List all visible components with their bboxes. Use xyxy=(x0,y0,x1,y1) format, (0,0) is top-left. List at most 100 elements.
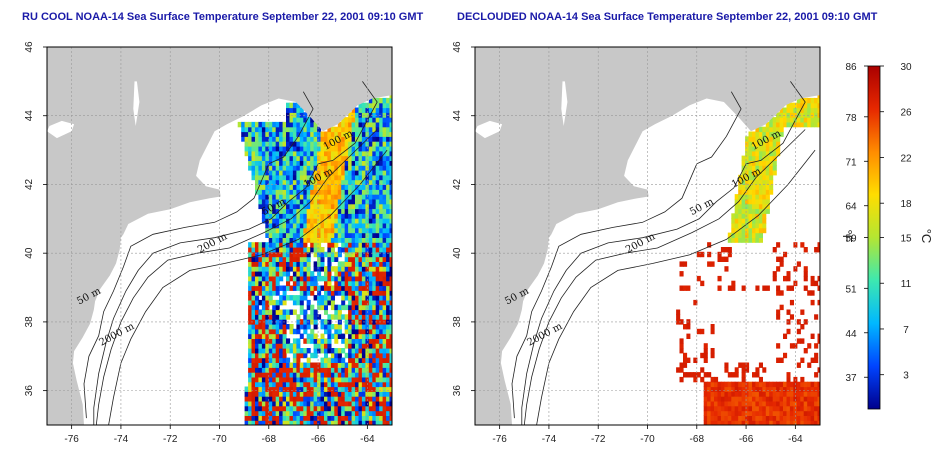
sst-pixel xyxy=(727,285,732,291)
sst-pixel xyxy=(272,174,277,181)
sst-pixel xyxy=(286,285,291,291)
sst-pixel xyxy=(810,333,815,339)
sst-pixel xyxy=(389,333,392,339)
sst-pixel xyxy=(361,386,366,392)
sst-pixel xyxy=(306,165,311,171)
sst-pixel xyxy=(265,333,270,339)
sst-pixel xyxy=(261,285,266,291)
sst-pixel xyxy=(800,410,805,416)
sst-pixel xyxy=(251,174,256,181)
sst-pixel xyxy=(279,160,284,166)
sst-pixel xyxy=(265,314,270,320)
sst-pixel xyxy=(334,367,339,373)
sst-pixel xyxy=(286,121,291,128)
sst-pixel xyxy=(372,213,377,219)
sst-pixel xyxy=(344,400,349,407)
sst-pixel xyxy=(372,400,377,407)
sst-pixel xyxy=(261,251,266,258)
sst-pixel xyxy=(769,121,774,128)
sst-pixel xyxy=(251,314,256,320)
sst-pixel xyxy=(337,376,342,383)
sst-pixel xyxy=(310,165,315,171)
sst-pixel xyxy=(324,420,328,425)
sst-pixel xyxy=(282,328,287,335)
sst-pixel xyxy=(683,362,688,368)
sst-pixel xyxy=(361,194,366,200)
sst-pixel xyxy=(707,391,712,397)
sst-pixel xyxy=(368,232,373,238)
sst-pixel xyxy=(310,184,315,190)
fahrenheit-tick-label: 37 xyxy=(845,373,857,384)
sst-pixel xyxy=(296,126,301,133)
sst-pixel xyxy=(375,362,380,368)
sst-pixel xyxy=(707,400,712,407)
sst-pixel xyxy=(327,256,332,262)
sst-pixel xyxy=(734,372,739,378)
sst-pixel xyxy=(317,179,322,185)
sst-pixel xyxy=(310,218,315,224)
sst-pixel xyxy=(313,179,318,185)
sst-pixel xyxy=(289,208,294,214)
sst-pixel xyxy=(375,324,380,330)
sst-pixel xyxy=(306,381,311,388)
sst-pixel xyxy=(365,314,370,320)
sst-pixel xyxy=(758,194,763,200)
sst-pixel xyxy=(741,372,746,378)
sst-pixel xyxy=(386,261,391,267)
sst-pixel xyxy=(368,271,373,277)
sst-pixel xyxy=(389,400,392,407)
sst-pixel xyxy=(375,203,380,210)
sst-pixel xyxy=(344,415,349,421)
sst-pixel xyxy=(261,121,266,128)
sst-pixel xyxy=(355,198,360,205)
sst-pixel xyxy=(372,155,377,161)
sst-pixel xyxy=(752,372,757,378)
sst-pixel xyxy=(330,174,335,181)
sst-pixel xyxy=(762,405,767,412)
sst-pixel xyxy=(786,275,791,282)
sst-pixel xyxy=(348,285,353,291)
sst-pixel xyxy=(279,150,284,157)
sst-pixel xyxy=(286,184,291,190)
sst-pixel xyxy=(255,150,260,157)
sst-pixel xyxy=(310,155,315,161)
sst-pixel xyxy=(358,117,363,123)
sst-pixel xyxy=(344,160,349,166)
sst-pixel xyxy=(279,400,284,407)
sst-pixel xyxy=(289,102,294,109)
sst-pixel xyxy=(745,170,750,176)
sst-pixel xyxy=(758,405,763,412)
sst-pixel xyxy=(375,232,380,238)
sst-pixel xyxy=(313,184,318,190)
sst-pixel xyxy=(330,400,335,407)
sst-pixel xyxy=(375,319,380,325)
sst-pixel xyxy=(310,146,315,152)
sst-pixel xyxy=(310,304,315,311)
sst-pixel xyxy=(351,290,356,296)
sst-pixel xyxy=(282,141,287,147)
sst-pixel xyxy=(334,271,339,277)
sst-pixel xyxy=(814,400,819,407)
sst-pixel xyxy=(348,357,353,363)
sst-pixel xyxy=(358,256,363,262)
sst-pixel xyxy=(265,299,270,306)
sst-pixel xyxy=(365,410,370,416)
sst-pixel xyxy=(348,227,353,234)
sst-pixel xyxy=(258,420,263,425)
sst-pixel xyxy=(368,333,373,339)
sst-pixel xyxy=(258,198,263,205)
sst-pixel xyxy=(272,141,277,147)
sst-pixel xyxy=(303,400,308,407)
sst-pixel xyxy=(351,112,356,118)
sst-pixel xyxy=(327,314,332,320)
sst-pixel xyxy=(752,232,757,238)
sst-pixel xyxy=(261,396,266,402)
sst-pixel xyxy=(334,179,339,185)
sst-pixel xyxy=(379,112,384,118)
sst-pixel xyxy=(320,136,325,142)
sst-pixel xyxy=(379,184,384,190)
sst-pixel xyxy=(745,400,750,407)
sst-pixel xyxy=(348,232,353,238)
sst-pixel xyxy=(686,333,691,339)
sst-pixel xyxy=(724,367,729,373)
